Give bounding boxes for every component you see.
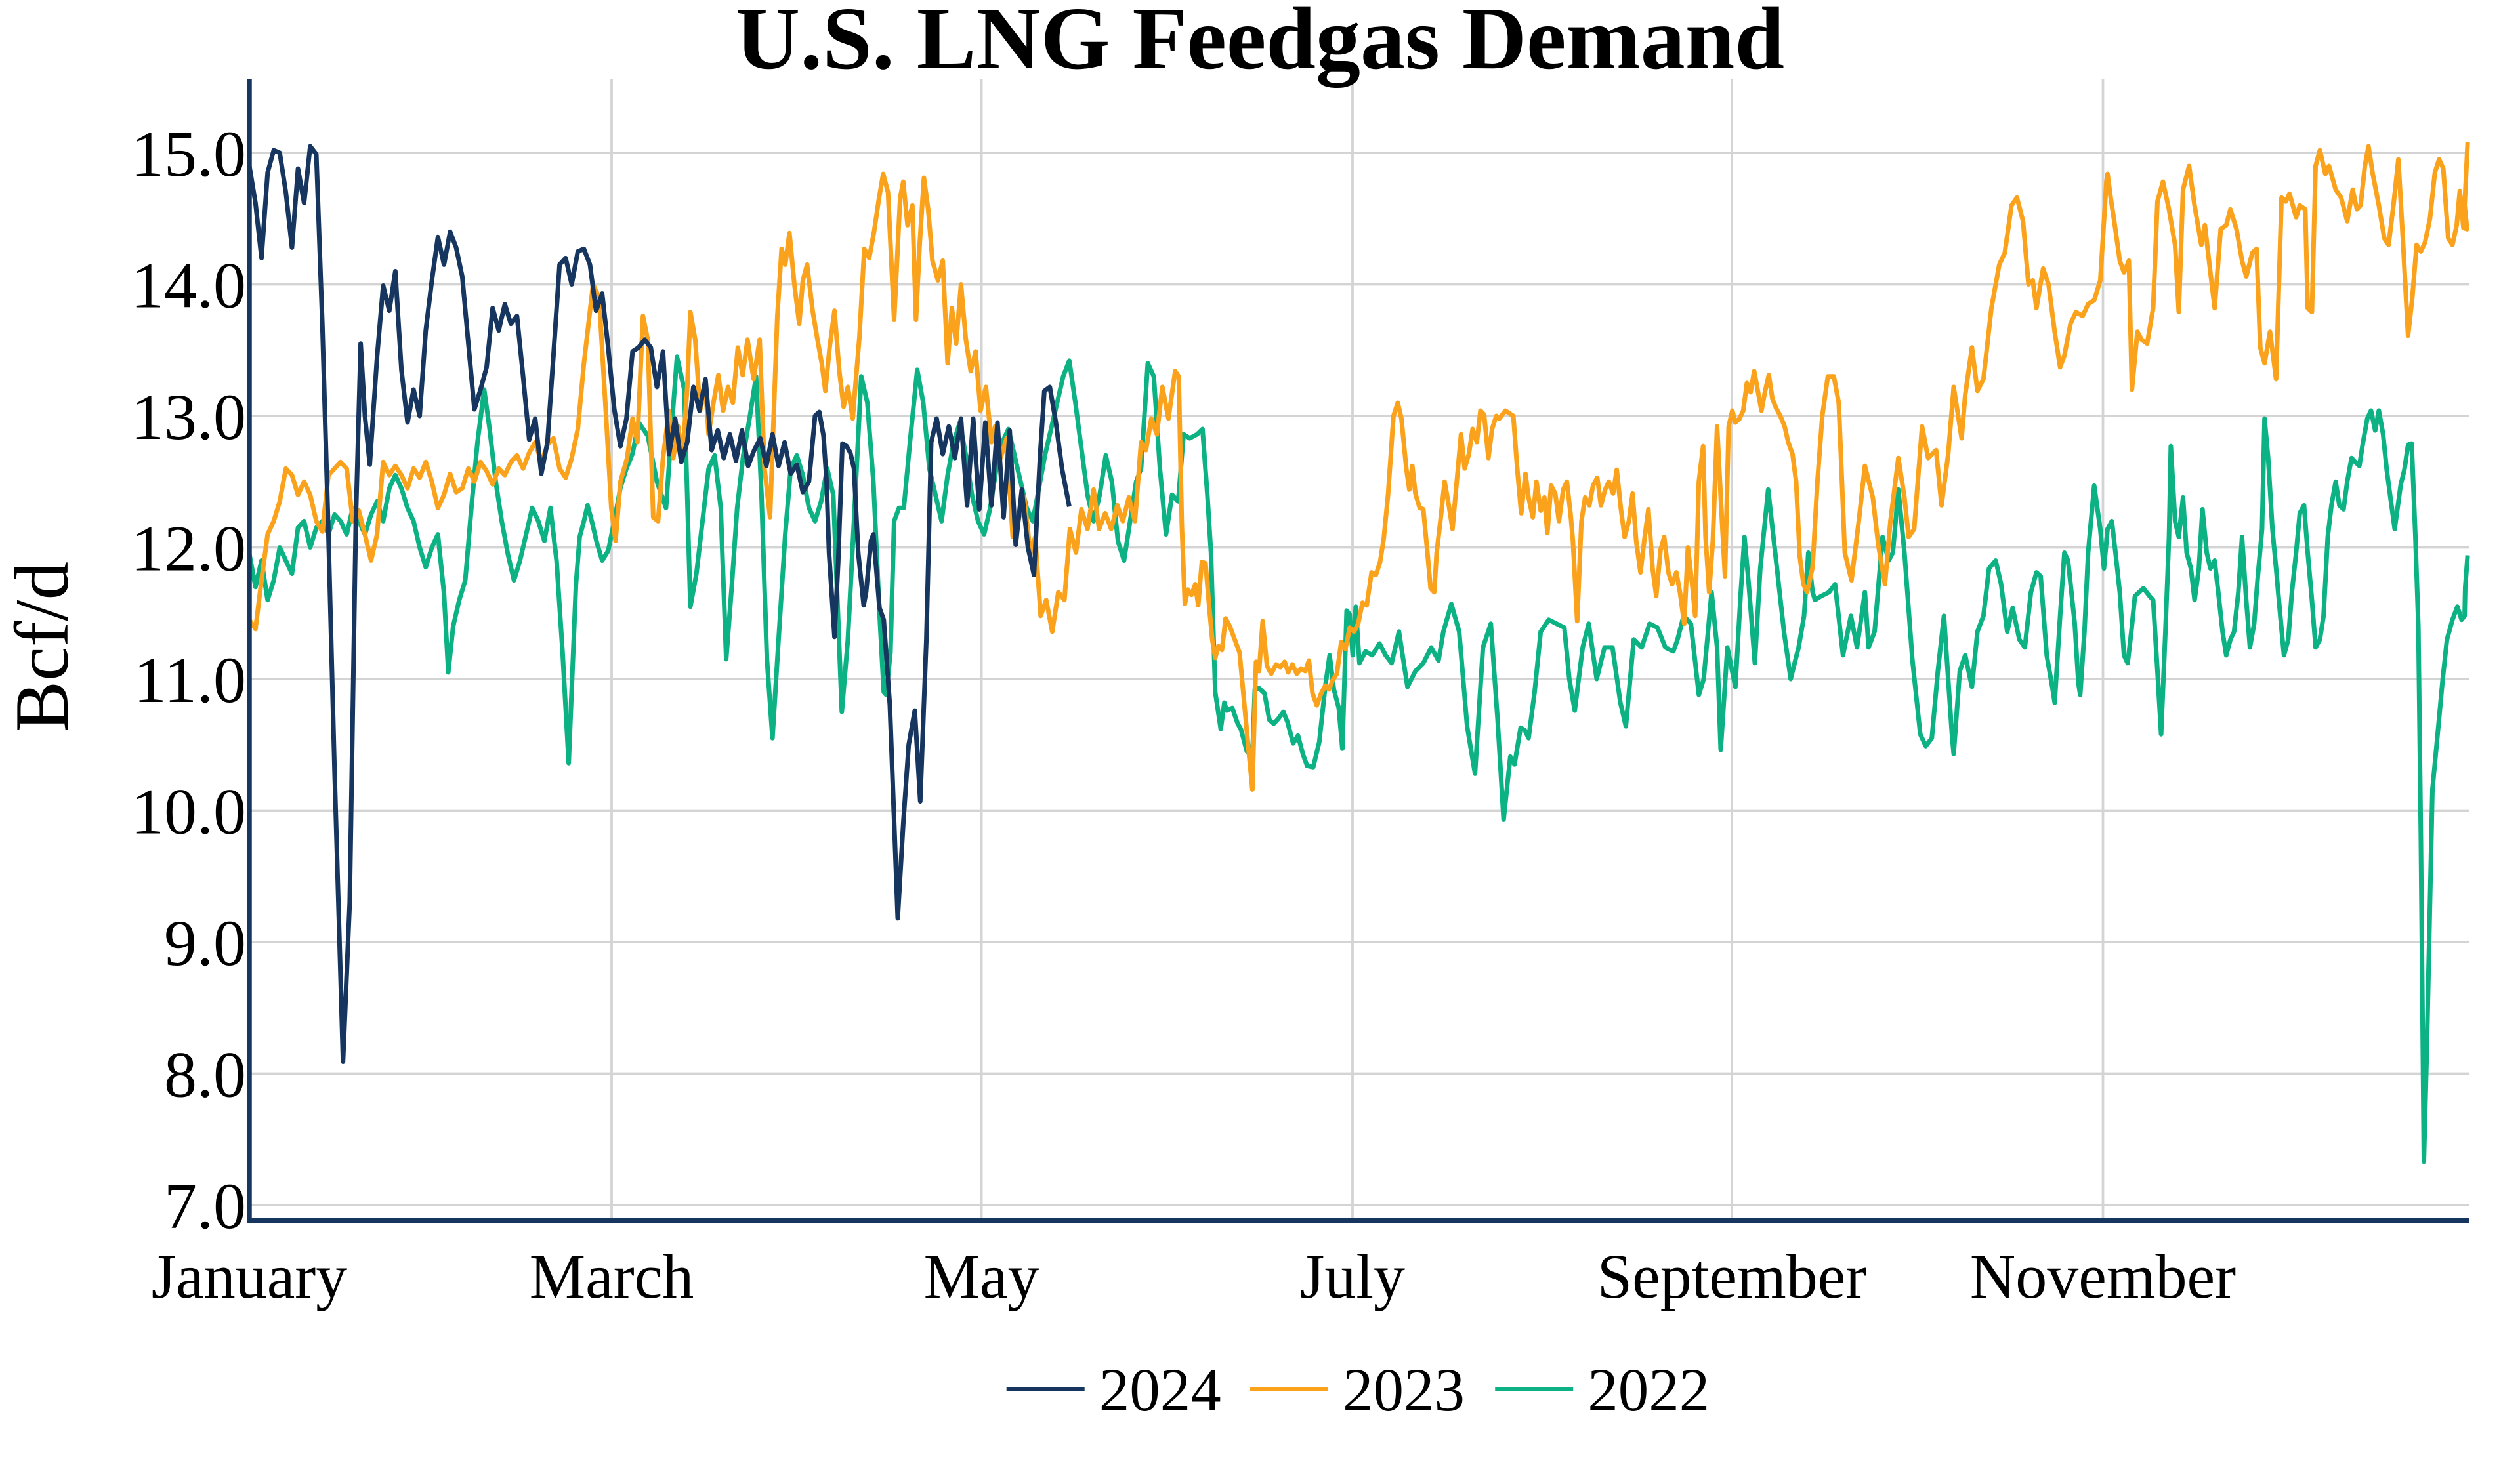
svg-text:11.0: 11.0 <box>134 644 246 716</box>
svg-text:12.0: 12.0 <box>131 512 246 585</box>
svg-text:9.0: 9.0 <box>164 907 246 979</box>
svg-text:July: July <box>1300 1241 1405 1311</box>
svg-text:10.0: 10.0 <box>131 775 246 848</box>
svg-text:2024: 2024 <box>1099 1357 1221 1424</box>
svg-text:March: March <box>530 1241 694 1311</box>
svg-text:8.0: 8.0 <box>164 1038 246 1111</box>
svg-text:U.S. LNG Feedgas Demand: U.S. LNG Feedgas Demand <box>736 0 1784 88</box>
svg-text:Bcf/d: Bcf/d <box>0 562 85 732</box>
svg-text:September: September <box>1597 1241 1867 1311</box>
svg-text:7.0: 7.0 <box>164 1170 246 1243</box>
svg-text:2023: 2023 <box>1343 1357 1465 1424</box>
svg-text:14.0: 14.0 <box>131 249 246 322</box>
svg-text:November: November <box>1970 1241 2236 1311</box>
svg-text:January: January <box>152 1241 348 1311</box>
svg-text:May: May <box>924 1241 1040 1311</box>
svg-text:13.0: 13.0 <box>131 380 246 453</box>
svg-text:15.0: 15.0 <box>131 117 246 190</box>
svg-text:2022: 2022 <box>1587 1357 1710 1424</box>
